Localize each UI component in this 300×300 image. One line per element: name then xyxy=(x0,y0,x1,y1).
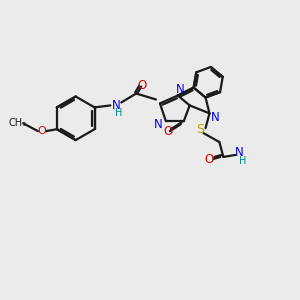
Text: O: O xyxy=(205,153,214,167)
Text: H: H xyxy=(239,156,247,166)
Text: N: N xyxy=(235,146,244,160)
Text: O: O xyxy=(163,125,172,138)
Text: N: N xyxy=(211,111,220,124)
Text: N: N xyxy=(112,99,121,112)
Text: O: O xyxy=(137,79,147,92)
Text: O: O xyxy=(38,126,46,136)
Text: N: N xyxy=(176,83,184,96)
Text: H: H xyxy=(115,108,122,118)
Text: S: S xyxy=(196,123,205,136)
Text: N: N xyxy=(154,118,162,131)
Text: CH₃: CH₃ xyxy=(8,118,26,128)
